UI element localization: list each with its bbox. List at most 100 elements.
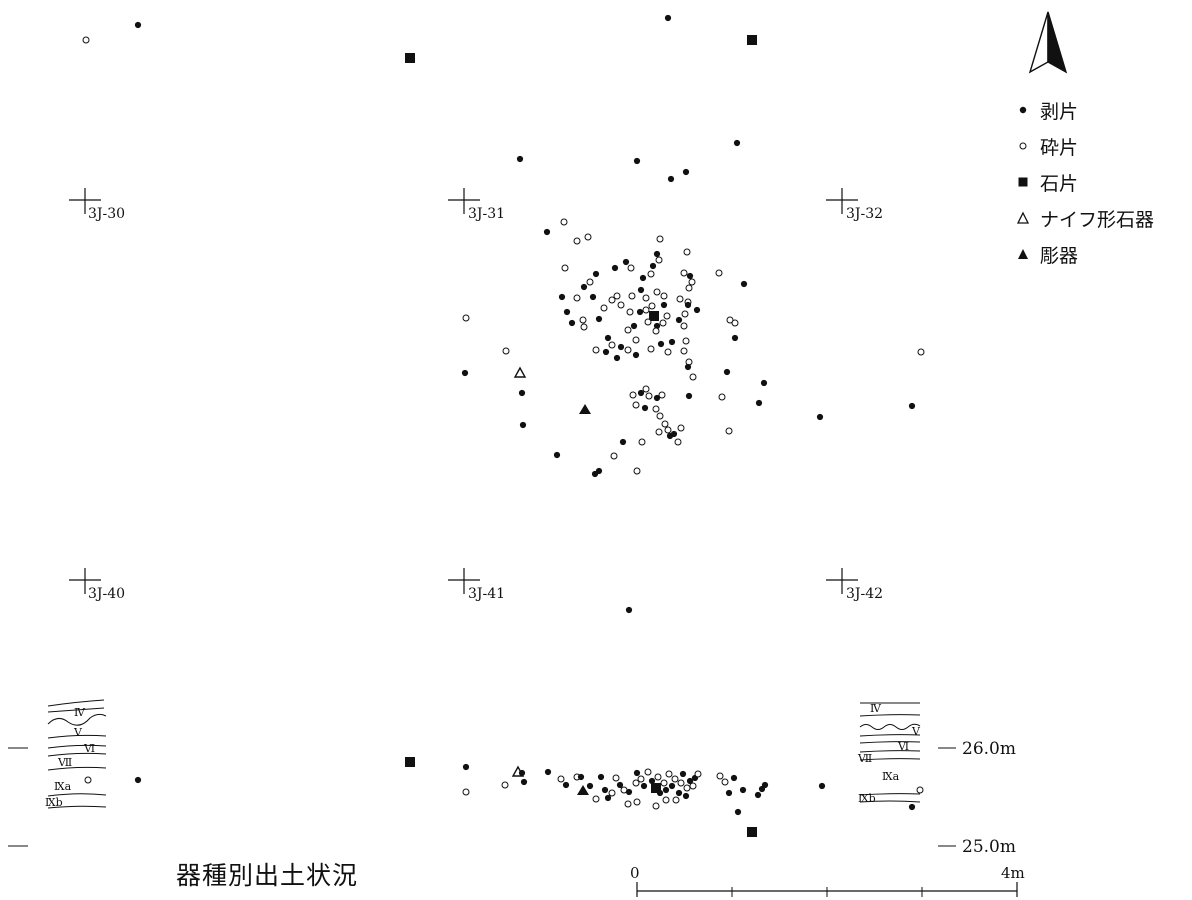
flake-point [518, 769, 526, 777]
flake-point [670, 430, 678, 438]
chip-point [642, 385, 650, 393]
flake-point [622, 258, 630, 266]
chip-point [612, 774, 620, 782]
grid-markers [69, 188, 858, 594]
chip-point [637, 775, 645, 783]
layer-label: Ⅶ [857, 752, 872, 765]
chip-circle-icon [1012, 135, 1034, 157]
layer-label: Ⅳ [870, 702, 882, 715]
chip-point [689, 373, 697, 381]
layer-label: Ⅴ [73, 726, 83, 739]
flake-point [653, 250, 661, 258]
flake-point [684, 363, 692, 371]
legend-item-stone: 石片 [1012, 164, 1154, 200]
chip-point [608, 296, 616, 304]
chip-point [726, 316, 734, 324]
chip-point [654, 773, 662, 781]
chip-point [655, 256, 663, 264]
chip-point [652, 802, 660, 810]
flake-point [586, 782, 594, 790]
flake-point [908, 402, 916, 410]
knife-tool-point [513, 366, 527, 378]
chip-point [916, 786, 924, 794]
legend-label: 石片 [1040, 172, 1079, 195]
chip-point [664, 426, 672, 434]
flake-point [636, 308, 644, 316]
flake-point [604, 794, 612, 802]
section-layers-left: Ⅳ Ⅴ Ⅵ Ⅶ Ⅸa Ⅸb [45, 706, 95, 809]
layer-label: Ⅶ [57, 756, 72, 769]
section-layers-right: Ⅳ Ⅴ Ⅵ Ⅶ Ⅸa Ⅸb [857, 702, 921, 805]
stone-flake-point [405, 757, 415, 767]
flake-point [675, 789, 683, 797]
chip-point [560, 218, 568, 226]
stone-flake-point [747, 827, 757, 837]
flake-point [616, 781, 624, 789]
chip-point [557, 775, 565, 783]
chip-point [624, 800, 632, 808]
legend-label: 砕片 [1040, 136, 1079, 159]
chip-point [659, 319, 667, 327]
flake-point [740, 280, 748, 288]
scale-end-label: 4m [1001, 864, 1025, 882]
flake-point [682, 168, 690, 176]
chip-point [462, 788, 470, 796]
chip-point [721, 778, 729, 786]
stone-flake-point [747, 35, 757, 45]
chip-point [624, 346, 632, 354]
chip-point [633, 798, 641, 806]
flake-point [686, 272, 694, 280]
flake-point [519, 421, 527, 429]
chip-point [682, 337, 690, 345]
chip-point [573, 294, 581, 302]
chip-point [626, 308, 634, 316]
flake-point [656, 789, 664, 797]
chip-point [462, 314, 470, 322]
chip-point [674, 438, 682, 446]
flake-point [760, 379, 768, 387]
flake-point [664, 14, 672, 22]
chip-point [688, 278, 696, 286]
chip-point [648, 302, 656, 310]
chip-point [672, 796, 680, 804]
flake-point [568, 319, 576, 327]
flake-point [461, 369, 469, 377]
flake-point [625, 788, 633, 796]
layer-label: Ⅴ [911, 725, 921, 738]
flake-point [611, 264, 619, 272]
flake-point [667, 175, 675, 183]
grid-label: 3J-31 [468, 206, 505, 222]
chip-point [600, 304, 608, 312]
flake-point [723, 368, 731, 376]
chip-point [680, 347, 688, 355]
stone-flake-point [651, 783, 661, 793]
north-arrow-icon [1028, 11, 1068, 74]
flake-point [589, 293, 597, 301]
flake-dot-icon [1012, 99, 1034, 121]
chip-point [685, 284, 693, 292]
chip-point [561, 264, 569, 272]
stone-flake-point [405, 53, 415, 63]
flake-point [562, 781, 570, 789]
flake-point [660, 301, 668, 309]
flake-point [601, 786, 609, 794]
chip-point [677, 779, 685, 787]
chip-point [610, 452, 618, 460]
legend-item-flake: 剥片 [1012, 92, 1154, 128]
layer-label: Ⅵ [897, 740, 909, 753]
chip-point [82, 36, 90, 44]
layer-label: Ⅸa [882, 770, 900, 783]
flake-point [604, 334, 612, 342]
chip-point [656, 412, 664, 420]
legend-label: 剥片 [1040, 100, 1079, 123]
chip-point [680, 269, 688, 277]
flake-point [908, 803, 916, 811]
chip-point [586, 278, 594, 286]
flake-point [685, 392, 693, 400]
layer-label: Ⅸa [54, 780, 72, 793]
flake-point [633, 769, 641, 777]
chip-point [632, 401, 640, 409]
section-profile-left [47, 699, 107, 809]
chip-point [84, 776, 92, 784]
flake-point [134, 776, 142, 784]
